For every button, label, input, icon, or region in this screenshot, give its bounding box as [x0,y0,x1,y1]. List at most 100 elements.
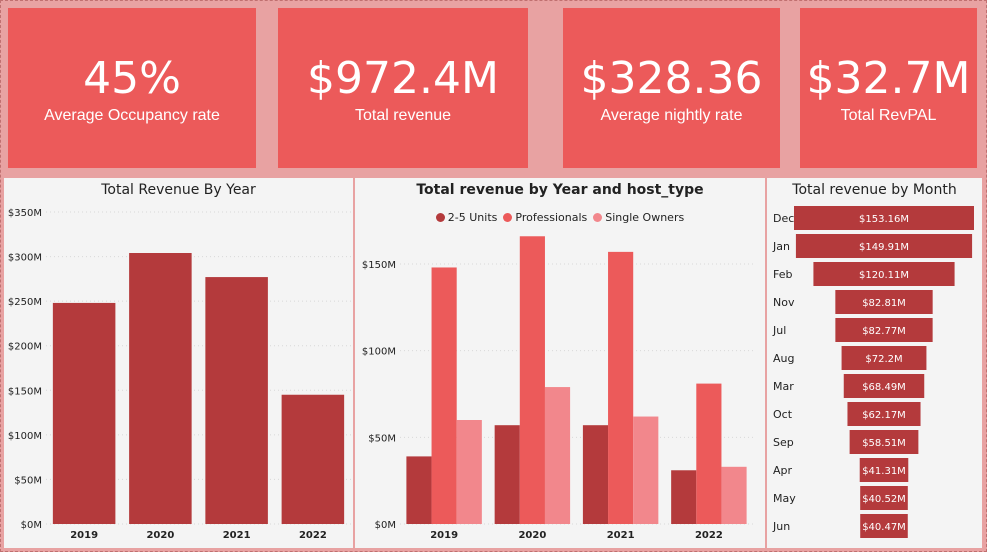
bar-2021[interactable] [205,277,268,524]
revenue-by-host-type-chart[interactable]: $0M $50M $100M $150M 2019 2020 2021 2022 [355,178,765,548]
legend-item-professionals[interactable]: Professionals [503,211,587,224]
revenue-by-host-type-title: Total revenue by Year and host_type [416,182,704,198]
month-label-sep: Sep [773,436,794,449]
funnel-bar-aug[interactable] [841,346,927,370]
bar-2019[interactable] [52,302,116,524]
funnel-value-label-feb: $120.11M [859,270,909,281]
kpi-total-revenue-label: Total revenue [354,107,452,124]
funnel-value-label-apr: $41.31M [862,466,906,477]
y-tick-label-150: $150M [8,386,42,397]
kpi-total-revenue-card[interactable]: $972.4M Total revenue [278,8,528,168]
legend-dot-professionals [503,213,513,222]
legend-label-professionals: Professionals [515,211,588,224]
revenue-by-year-chart[interactable]: $0M $50M $100M $150M $200M $250M $300M $350M 201… [4,178,353,548]
legend-dot-single-owners [593,213,603,222]
kpi-revpal-value: $32.7M [806,53,971,104]
bar-2022[interactable] [281,394,345,524]
y-tick-label-250: $250M [8,297,42,308]
revenue-by-month-panel[interactable]: Total revenue by Month Dec $153.16M Jan $14… [767,178,982,548]
funnel-bar-jun[interactable] [860,514,908,538]
funnel-value-label-jun: $40.47M [862,522,906,533]
x-tick-label-2021: 2021 [223,530,251,541]
month-label-may: May [773,492,796,505]
legend-item-single-owners[interactable]: Single Owners [593,211,684,224]
funnel-value-label-may: $40.52M [862,494,906,505]
funnel-value-label-dec: $153.16M [859,214,909,225]
legend-label-single-owners: Single Owners [605,211,685,224]
funnel-value-label-nov: $82.81M [862,298,906,309]
x-tick-label-2021: 2021 [607,530,635,541]
bar-single-owners-2020[interactable] [544,387,571,524]
x-tick-label-2020: 2020 [146,530,174,541]
bar-single-owners-2022[interactable] [721,466,747,524]
bar-professionals-2022[interactable] [696,383,722,524]
y-tick-label-50: $50M [368,433,396,444]
funnel-bar-feb[interactable] [813,262,955,286]
month-label-jun: Jun [772,520,790,533]
kpi-revpal-label: Total RevPAL [840,107,937,124]
revenue-by-year-panel[interactable]: Total Revenue By Year $0M $50M $100M $150M $… [4,178,353,548]
funnel-bar-sep[interactable] [849,430,919,454]
bar-2-5-units-2019[interactable] [406,456,432,524]
x-tick-label-2022: 2022 [299,530,327,541]
month-label-jul: Jul [772,324,786,337]
funnel-bar-jul[interactable] [835,318,933,342]
bar-2-5-units-2020[interactable] [494,425,520,524]
bar-2-5-units-2021[interactable] [582,425,609,524]
funnel-bar-oct[interactable] [847,402,921,426]
kpi-total-revenue-value: $972.4M [307,53,499,104]
bar-2020[interactable] [129,253,192,524]
funnel-bar-dec[interactable] [794,206,974,230]
legend-label-2-5-units: 2-5 Units [447,211,498,224]
kpi-nightly-rate-card[interactable]: $328.36 Average nightly rate [563,8,780,168]
y-tick-label-100: $100M [8,431,42,442]
kpi-occupancy-label: Average Occupancy rate [44,107,220,124]
y-tick-label-350: $350M [8,208,42,219]
funnel-bar-jan[interactable] [795,234,973,258]
funnel-bar-nov[interactable] [835,290,933,314]
kpi-occupancy-card[interactable]: 45% Average Occupancy rate [8,8,256,168]
funnel-value-label-jul: $82.77M [862,326,906,337]
month-label-apr: Apr [773,464,793,477]
y-tick-label-0: $0M [375,520,396,531]
y-tick-label-300: $300M [8,253,42,264]
funnel-value-label-mar: $68.49M [862,382,906,393]
x-tick-label-2019: 2019 [70,530,98,541]
y-tick-label-0: $0M [21,520,42,531]
kpi-nightly-rate-value: $328.36 [580,53,763,104]
bar-professionals-2020[interactable] [519,236,545,524]
month-label-feb: Feb [773,268,792,281]
kpi-revpal-card[interactable]: $32.7M Total RevPAL [800,8,977,168]
revenue-by-month-title: Total revenue by Month [792,182,957,198]
bar-2-5-units-2022[interactable] [671,470,697,524]
bar-single-owners-2021[interactable] [633,416,659,524]
month-label-mar: Mar [773,380,794,393]
legend-item-2-5-units[interactable]: 2-5 Units [435,211,498,224]
bar-professionals-2019[interactable] [431,267,457,524]
revenue-by-host-type-panel[interactable]: Total revenue by Year and host_type 2-5 … [355,178,765,548]
revenue-by-year-title: Total Revenue By Year [101,182,256,198]
kpi-occupancy-value: 45% [83,53,181,104]
funnel-value-label-jan: $149.91M [859,242,909,253]
funnel-bar-apr[interactable] [859,458,909,482]
month-label-dec: Dec [773,212,794,225]
legend-dot-2-5-units [435,213,445,222]
month-label-nov: Nov [773,296,795,309]
host-type-legend: 2-5 Units Professionals Single Owners [355,211,765,224]
y-tick-label-200: $200M [8,342,42,353]
kpi-nightly-rate-label: Average nightly rate [600,107,743,124]
month-label-jan: Jan [772,240,790,253]
month-label-oct: Oct [773,408,793,421]
bar-single-owners-2019[interactable] [456,420,482,524]
funnel-bar-mar[interactable] [843,374,925,398]
funnel-value-label-oct: $62.17M [862,410,906,421]
funnel-value-label-sep: $58.51M [862,438,906,449]
funnel-bar-may[interactable] [860,486,908,510]
x-tick-label-2019: 2019 [430,530,458,541]
revenue-by-month-chart[interactable]: Dec $153.16M Jan $149.91M Feb $120.11M Nov $82.… [767,178,982,548]
bar-professionals-2021[interactable] [608,251,634,524]
y-tick-label-50: $50M [14,475,42,486]
y-tick-label-100: $100M [362,347,396,358]
funnel-value-label-aug: $72.2M [865,354,902,365]
x-tick-label-2022: 2022 [695,530,723,541]
